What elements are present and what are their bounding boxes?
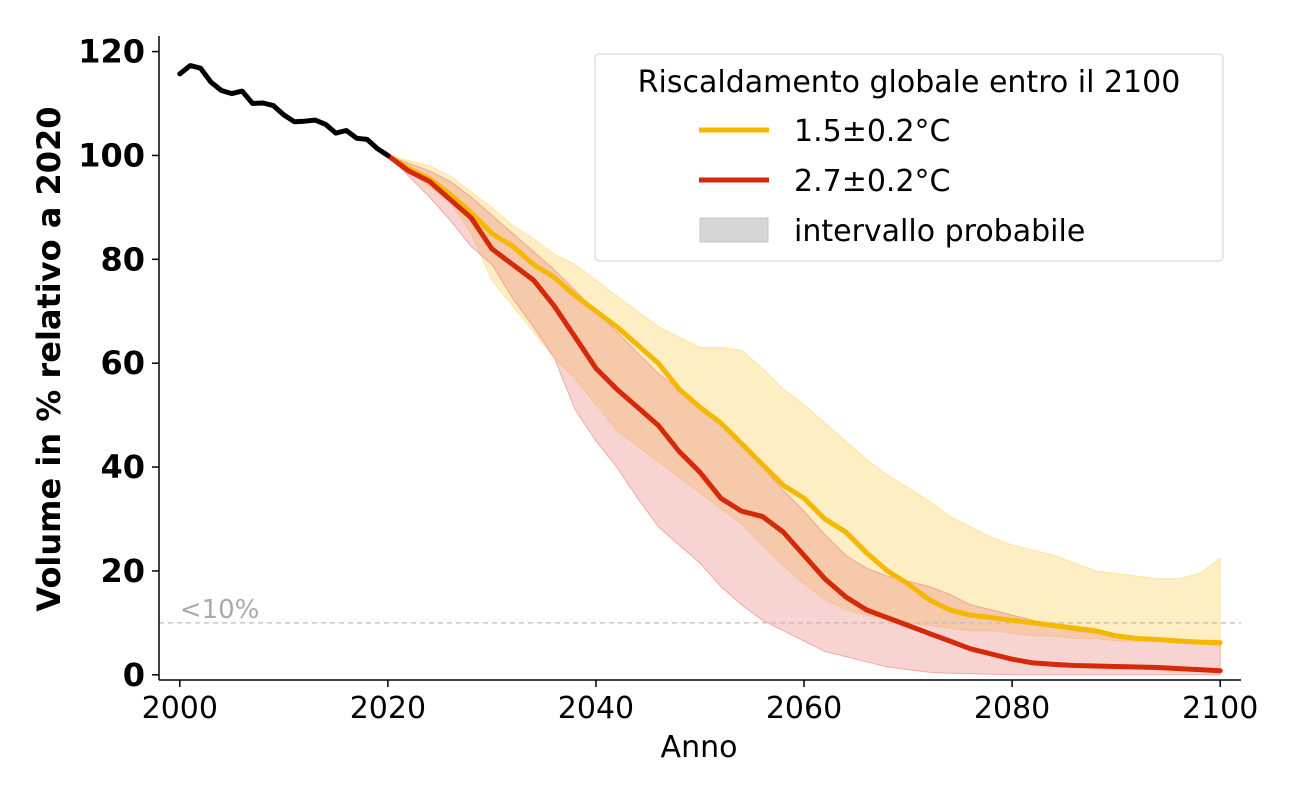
band-band27 bbox=[387, 155, 1221, 676]
y-tick-label: 20 bbox=[100, 552, 145, 590]
series-lines bbox=[177, 63, 1223, 674]
series-line-historical bbox=[177, 63, 391, 158]
x-tick-label: 2000 bbox=[142, 691, 218, 726]
x-axis-label: Anno bbox=[661, 730, 738, 765]
y-tick-label: 40 bbox=[100, 448, 145, 486]
legend-swatch-likely-range bbox=[699, 217, 769, 243]
x-ticks: 2000 2020 2040 2060 2080 2100 bbox=[142, 680, 1258, 726]
legend-frame bbox=[594, 53, 1224, 262]
series-line-s15 bbox=[385, 153, 1223, 646]
legend-title: Riscaldamento globale entro il 2100 bbox=[638, 65, 1181, 100]
legend-label-likely-range: intervallo probabile bbox=[794, 214, 1085, 249]
legend: Riscaldamento globale entro il 2100 1.5±… bbox=[594, 53, 1224, 262]
y-tick-label: 80 bbox=[100, 240, 145, 278]
x-tick-label: 2040 bbox=[558, 691, 634, 726]
y-tick-label: 120 bbox=[78, 33, 145, 71]
band-band15 bbox=[387, 155, 1221, 647]
legend-label-2-7: 2.7±0.2°C bbox=[794, 164, 951, 199]
legend-label-1-5: 1.5±0.2°C bbox=[794, 114, 951, 149]
y-axis-label: Volume in % relativo a 2020 bbox=[30, 106, 68, 611]
y-ticks: 0 20 40 60 80 100 120 bbox=[78, 33, 159, 694]
ten-percent-label: <10% bbox=[180, 595, 260, 625]
y-tick-label: 100 bbox=[78, 136, 145, 174]
y-tick-label: 0 bbox=[123, 656, 145, 694]
series-line-s27 bbox=[385, 153, 1223, 674]
y-tick-label: 60 bbox=[100, 344, 145, 382]
uncertainty-bands bbox=[387, 155, 1221, 676]
x-tick-label: 2020 bbox=[350, 691, 426, 726]
x-tick-label: 2100 bbox=[1182, 691, 1258, 726]
x-tick-label: 2080 bbox=[974, 691, 1050, 726]
x-tick-label: 2060 bbox=[766, 691, 842, 726]
